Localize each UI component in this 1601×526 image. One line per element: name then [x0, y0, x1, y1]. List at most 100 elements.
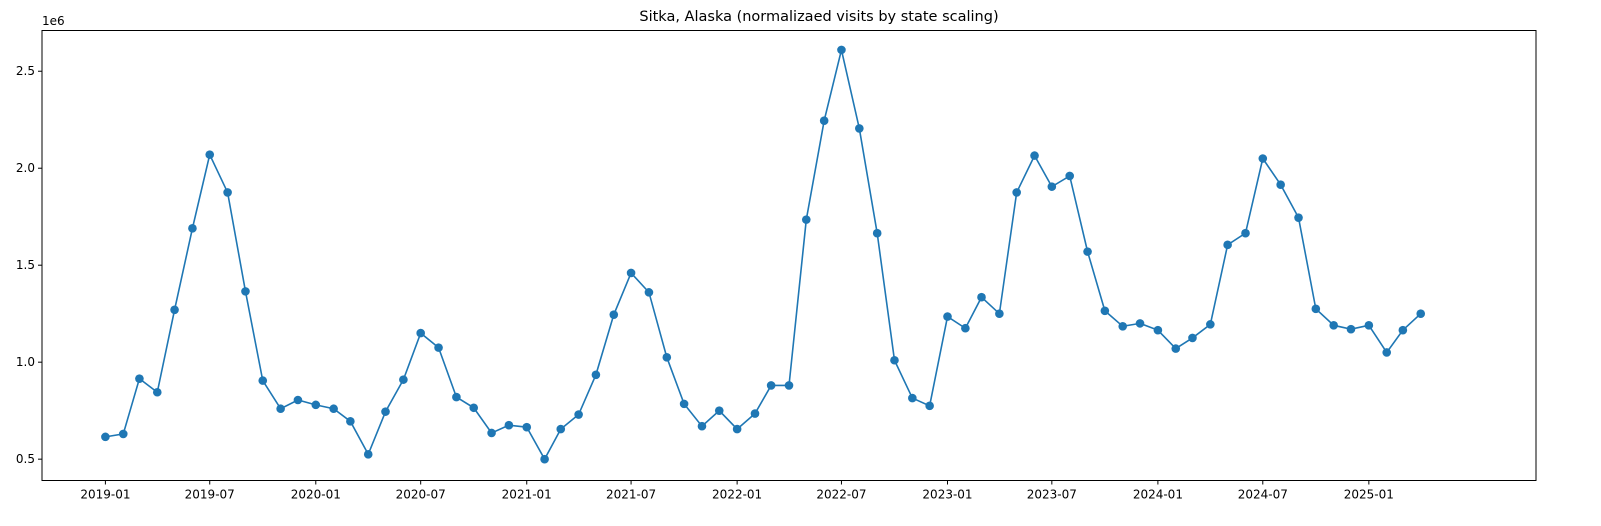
- data-point: [556, 424, 566, 434]
- data-point: [1364, 321, 1374, 330]
- data-point: [504, 420, 514, 430]
- data-point: [293, 395, 303, 405]
- data-point: [766, 381, 776, 390]
- data-point: [1416, 309, 1426, 318]
- data-point: [1012, 188, 1021, 197]
- data-point: [872, 228, 882, 238]
- data-point: [152, 387, 162, 397]
- data-point: [1382, 348, 1392, 357]
- data-point: [363, 450, 373, 459]
- data-point: [522, 422, 532, 432]
- data-point: [995, 309, 1004, 318]
- data-point: [188, 224, 197, 233]
- data-point: [487, 428, 496, 438]
- data-point: [750, 409, 760, 418]
- y-tick-label: 1.5: [16, 258, 35, 272]
- data-point: [961, 323, 970, 333]
- data-point: [381, 407, 390, 416]
- data-point: [801, 215, 811, 224]
- data-point: [609, 310, 619, 319]
- series-line: [105, 49, 1422, 461]
- data-point: [1398, 325, 1408, 335]
- x-tick-label: 2019-07: [185, 488, 235, 502]
- x-tick-label: 2022-07: [816, 488, 866, 502]
- data-point: [1083, 247, 1092, 256]
- data-point: [626, 268, 636, 278]
- data-point: [837, 45, 846, 55]
- data-point: [434, 343, 443, 352]
- data-point: [784, 381, 794, 390]
- data-point: [697, 421, 707, 431]
- y-tick-label: 2.5: [16, 64, 35, 78]
- data-point: [591, 370, 601, 380]
- data-point: [1118, 321, 1128, 331]
- x-tick-label: 2023-07: [1027, 488, 1077, 502]
- x-tick-label: 2024-01: [1133, 488, 1183, 502]
- data-point: [1346, 324, 1356, 334]
- x-tick-label: 2021-07: [606, 488, 656, 502]
- data-point: [118, 429, 128, 439]
- data-point: [644, 288, 654, 297]
- x-tick-label: 2025-01: [1344, 488, 1394, 502]
- data-point: [714, 406, 724, 415]
- data-point: [679, 399, 689, 409]
- data-point: [1065, 171, 1075, 181]
- data-point: [977, 292, 986, 302]
- data-point: [329, 404, 338, 414]
- data-point: [311, 400, 321, 410]
- data-point: [732, 424, 742, 434]
- data-point: [399, 375, 408, 384]
- data-point: [1241, 228, 1250, 238]
- x-tick-label: 2022-01: [712, 488, 762, 502]
- data-point: [416, 328, 425, 338]
- data-point: [1188, 333, 1197, 343]
- data-point: [258, 376, 268, 385]
- data-point: [540, 454, 549, 464]
- x-tick-label: 2020-01: [291, 488, 341, 502]
- data-point: [170, 305, 179, 315]
- data-point: [1294, 213, 1303, 222]
- data-point: [205, 150, 215, 159]
- data-point: [1223, 240, 1232, 250]
- data-point: [276, 404, 285, 414]
- y-tick-label: 2.0: [16, 161, 35, 175]
- data-point: [855, 124, 864, 133]
- series-markers: [101, 45, 1426, 464]
- data-point: [101, 432, 110, 442]
- data-point: [574, 410, 583, 419]
- data-point: [241, 287, 250, 296]
- y-axis: 0.5 1.0 1.5 2.0 2.5: [16, 64, 42, 466]
- data-point: [1329, 321, 1338, 330]
- data-point: [1100, 306, 1110, 316]
- y-tick-label: 0.5: [16, 452, 35, 466]
- data-point: [1171, 344, 1181, 353]
- data-point: [469, 403, 479, 413]
- data-point: [943, 312, 952, 321]
- data-point: [819, 116, 829, 125]
- data-point: [135, 374, 144, 383]
- data-point: [925, 401, 934, 411]
- data-point: [346, 417, 355, 426]
- data-point: [1030, 151, 1039, 160]
- data-point: [1135, 319, 1145, 328]
- x-axis: 2019-01 2019-07 2020-01 2020-07 2021-01 2021-…: [80, 480, 1394, 502]
- data-point: [1276, 180, 1285, 190]
- data-point: [908, 393, 917, 403]
- plot-area: [41, 30, 1537, 481]
- data-point: [1258, 154, 1268, 163]
- data-point: [1153, 325, 1163, 335]
- x-tick-label: 2024-07: [1238, 488, 1288, 502]
- data-point: [890, 355, 899, 365]
- x-tick-label: 2020-07: [396, 488, 446, 502]
- y-offset-label: 1e6: [42, 14, 65, 28]
- chart-title: Sitka, Alaska (normalizaed visits by sta…: [639, 9, 998, 25]
- x-tick-label: 2019-01: [80, 488, 130, 502]
- data-point: [1047, 182, 1057, 191]
- data-point: [1311, 304, 1321, 314]
- x-tick-label: 2023-01: [922, 488, 972, 502]
- y-tick-label: 1.0: [16, 355, 35, 369]
- data-point: [452, 392, 461, 402]
- data-point: [1206, 320, 1215, 329]
- data-point: [223, 188, 232, 197]
